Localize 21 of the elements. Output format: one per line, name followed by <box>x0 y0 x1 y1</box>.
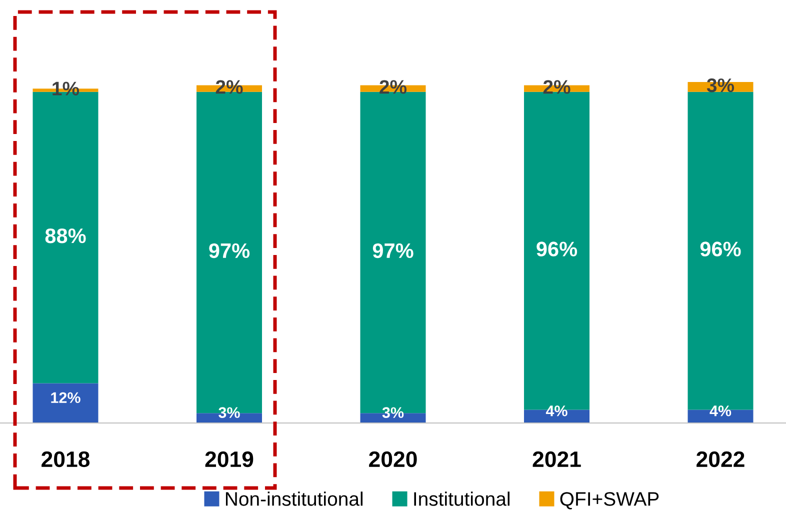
x-tick-label: 2022 <box>696 451 744 468</box>
data-label: 88% <box>45 228 86 244</box>
data-label: 1% <box>52 82 80 96</box>
bar <box>32 383 98 423</box>
data-label: 4% <box>546 406 568 416</box>
data-label: 3% <box>706 78 734 92</box>
data-label: 97% <box>372 243 414 258</box>
x-tick-label: 2018 <box>42 451 90 468</box>
legend-label: QFI+SWAP <box>560 492 659 510</box>
data-label: 3% <box>382 407 404 418</box>
x-tick-label: 2019 <box>205 451 254 468</box>
legend-label: Institutional <box>414 492 510 506</box>
data-label: 4% <box>710 406 732 416</box>
x-tick-label: 2021 <box>532 451 581 468</box>
data-label: 96% <box>700 242 741 256</box>
x-tick-label: 2020 <box>369 451 417 468</box>
legend-label: Non-institutional <box>226 492 363 506</box>
data-label: 12% <box>51 392 80 404</box>
data-label: 3% <box>218 407 240 418</box>
data-label: 96% <box>536 242 578 256</box>
data-label: 97% <box>209 243 250 258</box>
